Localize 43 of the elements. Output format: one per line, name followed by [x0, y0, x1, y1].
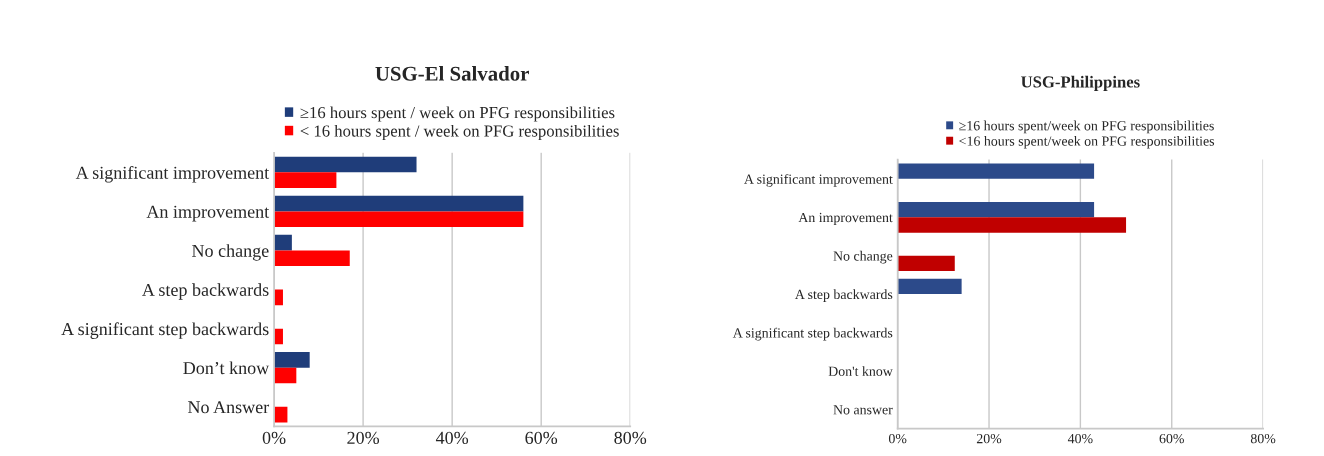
bar: [274, 250, 350, 267]
chart-title: USG-Philippines: [1021, 75, 1140, 91]
bar: [274, 352, 310, 368]
x-tick-label: 80%: [614, 431, 647, 444]
bar: [897, 217, 1127, 233]
x-tick-label: 20%: [976, 433, 1002, 444]
x-tick-label: 20%: [347, 431, 380, 444]
y-tick-label: No change: [833, 250, 893, 264]
x-tick-label: 80%: [1250, 433, 1276, 444]
x-tick-label: 40%: [435, 431, 469, 444]
y-tick-label: Don't know: [828, 366, 893, 376]
y-tick-label: An improvement: [798, 212, 893, 226]
y-tick-label: A significant step backwards: [61, 322, 269, 339]
y-tick-label: No Answer: [187, 401, 270, 414]
legend-label: ≥16 hours spent / week on PFG responsibilities: [300, 106, 615, 122]
bar: [274, 367, 297, 384]
y-tick-label: An improvement: [146, 205, 270, 222]
y-tick-label: No answer: [833, 405, 893, 415]
bar: [274, 172, 337, 188]
y-tick-label: A significant improvement: [744, 173, 893, 187]
bar: [274, 234, 292, 251]
x-tick-label: 40%: [1067, 433, 1093, 444]
chart-title: USG-El Salvador: [375, 66, 529, 81]
legend-label: < 16 hours spent / week on PFG responsibilities: [300, 124, 619, 141]
y-tick-label: A step backwards: [794, 289, 893, 302]
bar: [897, 163, 1095, 179]
y-tick-label: A step backwards: [142, 283, 269, 300]
y-tick-label: No change: [192, 244, 269, 261]
bar: [274, 156, 417, 173]
bar: [897, 278, 962, 295]
y-tick-label: Don’t know: [183, 361, 270, 375]
x-tick-label: 0%: [888, 433, 907, 444]
bar: [274, 195, 524, 212]
x-tick-label: 60%: [525, 431, 558, 444]
x-tick-label: 60%: [1159, 433, 1184, 444]
bar: [897, 201, 1095, 218]
legend-label: ≥16 hours spent/week on PFG responsibilities: [959, 120, 1214, 134]
bar: [274, 211, 524, 228]
y-tick-label: A significant step backwards: [732, 327, 893, 341]
x-tick-label: 0%: [262, 431, 286, 444]
bar: [897, 255, 955, 272]
legend-label: <16 hours spent/week on PFG responsibilities: [959, 135, 1215, 149]
y-tick-label: A significant improvement: [75, 165, 270, 183]
